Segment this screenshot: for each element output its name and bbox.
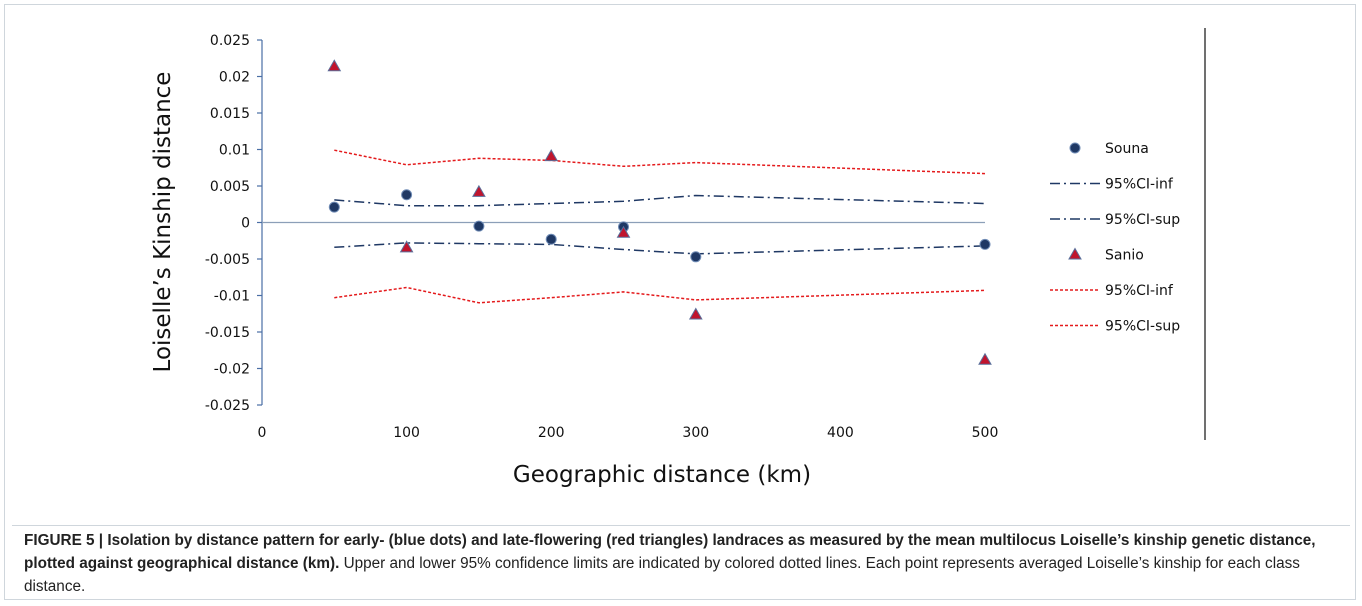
caption-text: Upper and lower 95% confidence limits ar… [24, 555, 1300, 595]
y-axis-title: Loiselle’s Kinship distance [150, 72, 176, 373]
figure-caption: FIGURE 5 | Isolation by distance pattern… [24, 529, 1338, 598]
x-axis-title: Geographic distance (km) [513, 462, 811, 488]
y-tick-label: 0.005 [210, 179, 250, 195]
legend-label: 95%CI-inf [1105, 283, 1174, 299]
legend-label: Souna [1105, 141, 1149, 157]
data-point-circle [690, 251, 702, 263]
data-point-triangle [472, 184, 486, 197]
y-tick-label: 0 [241, 216, 250, 232]
y-tick-label: -0.02 [214, 362, 250, 378]
legend: Souna 95%CI-inf 95%CI-sup Sanio 95%CI-inf 95%… [1050, 141, 1180, 335]
legend-label: Sanio [1105, 248, 1144, 264]
figure-frame [4, 4, 1356, 600]
y-tick-label: 0.025 [210, 33, 250, 49]
y-tick-label: 0.015 [210, 106, 250, 122]
axes: 0.025 0.02 0.015 0.01 0.005 0 -0.005 -0.01 -0.01… [205, 33, 999, 441]
data-point-circle [401, 189, 413, 201]
series-line [334, 149, 986, 175]
legend-label: 95%CI-sup [1105, 319, 1180, 335]
x-tick-label: 500 [972, 425, 999, 441]
plot-area [327, 59, 992, 365]
caption-bold: FIGURE 5 | Isolation by distance pattern… [24, 532, 1316, 572]
data-point-triangle [544, 149, 559, 162]
x-tick-label: 100 [393, 425, 420, 441]
data-point-triangle [616, 225, 631, 238]
y-tick-label: 0.01 [219, 143, 250, 159]
y-tick-label: -0.005 [205, 252, 250, 268]
x-tick-label: 0 [258, 425, 267, 441]
x-tick-label: 200 [538, 425, 565, 441]
chart: 0.025 0.02 0.015 0.01 0.005 0 -0.005 -0.01 -0.01… [150, 28, 1206, 488]
x-tick-label: 300 [682, 425, 709, 441]
y-tick-label: -0.01 [214, 289, 250, 305]
y-tick-label: -0.015 [205, 325, 250, 341]
series-line [334, 242, 986, 255]
series-line [334, 194, 986, 207]
data-point-circle [545, 233, 557, 245]
x-tick-label: 400 [827, 425, 854, 441]
caption-divider [12, 525, 1350, 526]
data-point-circle [979, 238, 991, 250]
data-point-triangle [688, 307, 703, 320]
data-point-triangle [399, 240, 414, 253]
series-line [334, 286, 986, 304]
y-tick-label: 0.02 [219, 70, 250, 86]
legend-marker-triangle [1068, 247, 1082, 260]
legend-label: 95%CI-inf [1105, 177, 1174, 193]
legend-marker-circle [1069, 142, 1081, 154]
data-point-triangle [327, 59, 342, 72]
data-point-circle [328, 201, 340, 213]
data-point-triangle [978, 352, 992, 365]
data-point-circle [473, 220, 485, 232]
legend-label: 95%CI-sup [1105, 212, 1180, 228]
y-tick-label: -0.025 [205, 398, 250, 414]
